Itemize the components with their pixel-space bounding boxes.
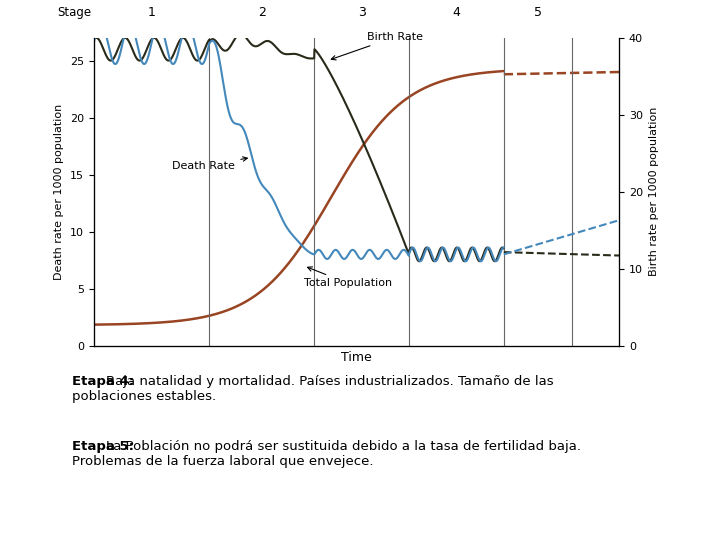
Text: 1: 1 (148, 6, 156, 19)
X-axis label: Time: Time (341, 351, 372, 364)
Text: Stage: Stage (57, 6, 91, 19)
Text: Total Population: Total Population (304, 267, 392, 288)
Text: La Población no podrá ser sustituida debido a la tasa de fertilidad baja.
Proble: La Población no podrá ser sustituida deb… (72, 440, 581, 468)
Text: Baja natalidad y mortalidad. Países industrializados. Tamaño de las
poblaciones : Baja natalidad y mortalidad. Países indu… (72, 375, 554, 403)
Text: 3: 3 (358, 6, 366, 19)
Text: 4: 4 (452, 6, 460, 19)
Y-axis label: Birth rate per 1000 population: Birth rate per 1000 population (649, 107, 659, 276)
Text: Etapa 4:: Etapa 4: (72, 375, 134, 388)
Y-axis label: Death rate per 1000 population: Death rate per 1000 population (54, 104, 64, 280)
Text: 5: 5 (534, 6, 541, 19)
Text: Etapa 5:: Etapa 5: (72, 440, 134, 453)
Text: 2: 2 (258, 6, 266, 19)
Text: Birth Rate: Birth Rate (331, 32, 423, 60)
Text: Death Rate: Death Rate (173, 157, 248, 171)
